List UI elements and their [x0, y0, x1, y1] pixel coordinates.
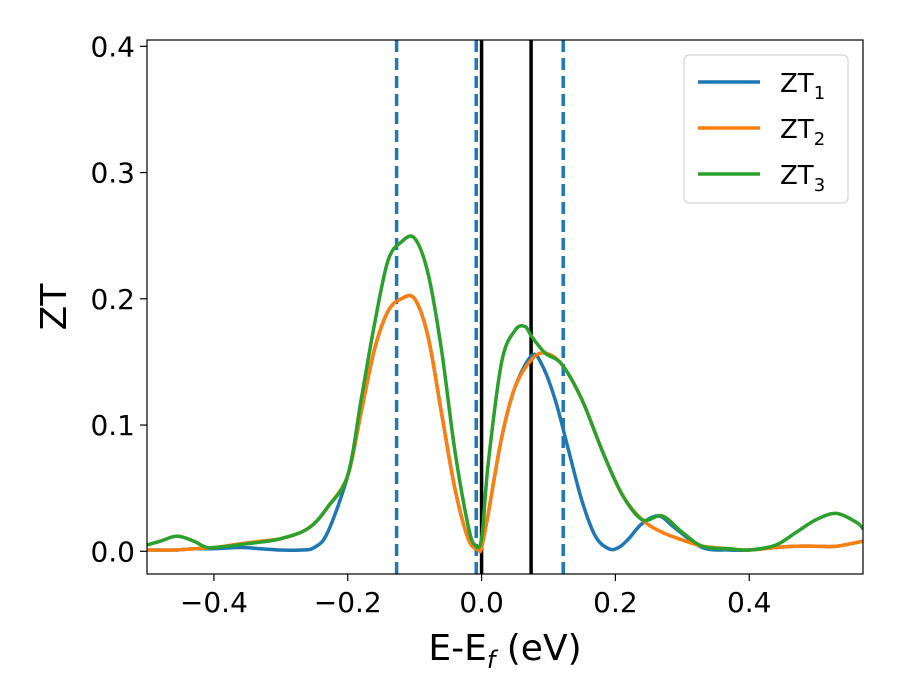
legend-label-1: ZT1 — [780, 69, 825, 104]
series-lines — [147, 234, 863, 554]
x-axis-title: E-Ef (eV) — [428, 628, 581, 674]
x-tick-label: 0.2 — [593, 586, 638, 619]
y-tick-label: 0.0 — [90, 535, 135, 568]
y-axis-title: ZT — [34, 283, 75, 331]
x-tick-label: 0.4 — [727, 586, 772, 619]
legend-label-2: ZT2 — [780, 115, 825, 150]
vertical-reference-lines — [394, 40, 565, 574]
x-axis-title-unit: (eV) — [495, 628, 581, 669]
y-tick-label: 0.3 — [90, 157, 135, 190]
x-axis-ticks: −0.4 −0.2 0.0 0.2 0.4 — [180, 574, 772, 619]
x-tick-label: −0.4 — [180, 586, 248, 619]
plot-frame — [146, 39, 864, 575]
x-tick-label: 0.0 — [459, 586, 504, 619]
y-tick-label: 0.1 — [90, 409, 135, 442]
y-tick-label: 0.2 — [90, 283, 135, 316]
y-tick-label: 0.4 — [90, 30, 135, 63]
legend: ZT1 ZT2 ZT3 — [683, 54, 849, 204]
series-line-3 — [147, 234, 863, 552]
legend-items: ZT1 ZT2 ZT3 — [698, 69, 825, 196]
legend-box — [683, 54, 849, 204]
legend-label-3: ZT3 — [780, 161, 825, 196]
x-tick-label: −0.2 — [314, 586, 382, 619]
y-axis-ticks: 0.0 0.1 0.2 0.3 0.4 — [90, 30, 147, 568]
x-axis-title-main: E-E — [428, 628, 486, 669]
